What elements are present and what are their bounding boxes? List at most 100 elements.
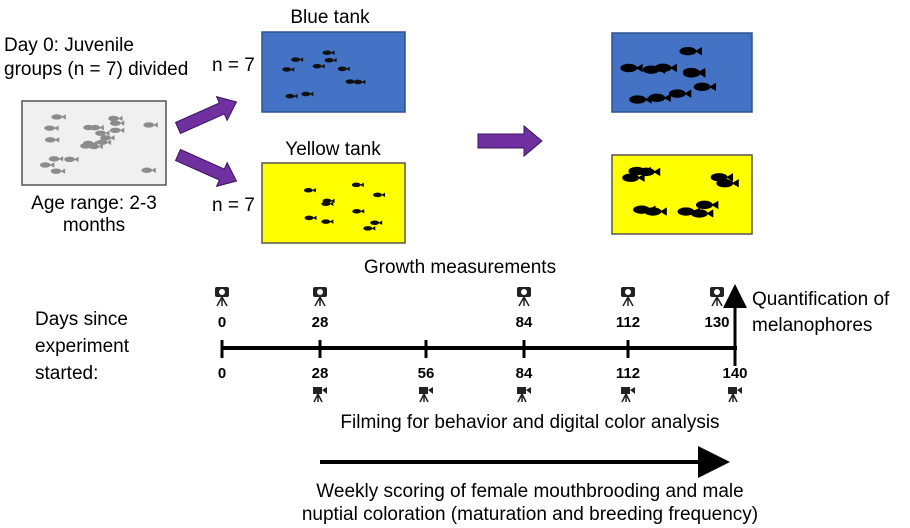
fish-body — [346, 79, 355, 84]
fish-body — [683, 69, 700, 77]
video-body — [621, 387, 630, 394]
fish-body — [323, 50, 332, 55]
quantification-label: melanophores — [752, 315, 872, 336]
measurement-day: 130 — [704, 314, 729, 331]
fish-body — [711, 173, 728, 181]
measurement-day: 0 — [218, 314, 226, 331]
blue-n: n = 7 — [212, 55, 255, 76]
growth-label: Growth measurements — [364, 257, 556, 278]
filming-day: 56 — [418, 365, 435, 382]
fish-body — [305, 216, 314, 221]
fish-body — [110, 128, 121, 133]
filming-label: Filming for behavior and digital color a… — [340, 412, 719, 433]
fish-body — [643, 65, 660, 73]
video-icon — [621, 387, 635, 402]
fish-body — [304, 188, 313, 193]
fish-body — [45, 137, 56, 142]
camera-lens — [625, 289, 631, 295]
diagram: Blue tank n = 7 Yellow tank n = 7 Day 0:… — [0, 0, 910, 528]
fish-body — [679, 47, 696, 55]
fish-body — [51, 114, 62, 119]
fish-body — [143, 122, 154, 127]
fish-body — [80, 143, 91, 148]
video-lens — [630, 387, 635, 394]
fish-body — [352, 209, 361, 214]
fish-body — [49, 156, 60, 161]
yellow-tank-final — [612, 155, 752, 234]
fish-body — [696, 201, 713, 209]
camera-lens — [317, 289, 323, 295]
tripod — [519, 297, 529, 306]
filming-day: 112 — [616, 365, 640, 382]
yellow-tank-title: Yellow tank — [285, 139, 381, 160]
fish-body — [64, 157, 75, 162]
fish-body — [363, 226, 372, 231]
blue-tank-title: Blue tank — [290, 7, 370, 28]
video-lens — [428, 387, 433, 394]
fish-body — [620, 64, 637, 72]
video-icon — [419, 387, 433, 402]
tripod — [622, 394, 630, 402]
yellow-tank — [262, 163, 405, 243]
caption: groups (n = 7) divided — [4, 59, 188, 80]
fish-body — [628, 167, 645, 175]
measurement-day: 112 — [616, 314, 640, 331]
blue-tank — [262, 32, 405, 112]
yellow-n: n = 7 — [212, 195, 255, 216]
fish-body — [282, 67, 291, 72]
fish-body — [108, 116, 119, 121]
fish-body — [285, 94, 294, 99]
fish-body — [370, 220, 379, 225]
camera-lens — [714, 289, 720, 295]
caption: Day 0: Juvenile — [4, 35, 134, 56]
fish-body — [83, 125, 94, 130]
camera-lens — [219, 289, 225, 295]
measurement-day: 28 — [312, 314, 329, 331]
fish-body — [291, 57, 300, 62]
video-icon — [517, 387, 531, 402]
age: months — [63, 215, 125, 236]
camera-icon — [517, 287, 531, 306]
fish-body — [44, 125, 55, 130]
tripod — [623, 297, 633, 306]
scoring-label: nuptial coloration (maturation and breed… — [302, 504, 758, 525]
fish-body — [321, 219, 330, 224]
tripod — [518, 394, 526, 402]
fish-body — [323, 199, 332, 204]
tripod — [712, 297, 722, 306]
quantification-label: Quantification of — [752, 289, 890, 310]
tripod — [314, 394, 322, 402]
camera-icon — [215, 287, 229, 306]
fish-body — [40, 162, 51, 167]
fish-body — [352, 183, 361, 188]
filming-day: 140 — [722, 365, 747, 382]
fish-body — [669, 89, 686, 97]
video-body — [313, 387, 322, 394]
days-label: started: — [35, 363, 98, 384]
days-label: Days since — [35, 309, 128, 330]
filming-day: 84 — [516, 365, 533, 382]
video-lens — [737, 387, 742, 394]
tripod — [217, 297, 227, 306]
fish-body — [141, 168, 152, 173]
fish-body — [51, 168, 62, 173]
scoring-label: Weekly scoring of female mouthbrooding a… — [316, 481, 743, 502]
tripod — [729, 394, 737, 402]
tripod — [315, 297, 325, 306]
age: Age range: 2-3 — [31, 193, 157, 214]
camera-icon — [313, 287, 327, 306]
fish-body — [97, 140, 108, 145]
fish-body — [313, 64, 322, 69]
fish-body — [629, 95, 646, 103]
fish-body — [678, 207, 695, 215]
filming-day: 28 — [312, 365, 329, 382]
fish-body — [373, 193, 382, 198]
camera-icon — [621, 287, 635, 306]
tripod — [420, 394, 428, 402]
days-label: experiment — [35, 336, 130, 357]
video-lens — [322, 387, 327, 394]
measurement-day: 84 — [516, 314, 533, 331]
camera-lens — [521, 289, 527, 295]
fish-body — [95, 130, 106, 135]
filming-day: 0 — [218, 365, 226, 382]
